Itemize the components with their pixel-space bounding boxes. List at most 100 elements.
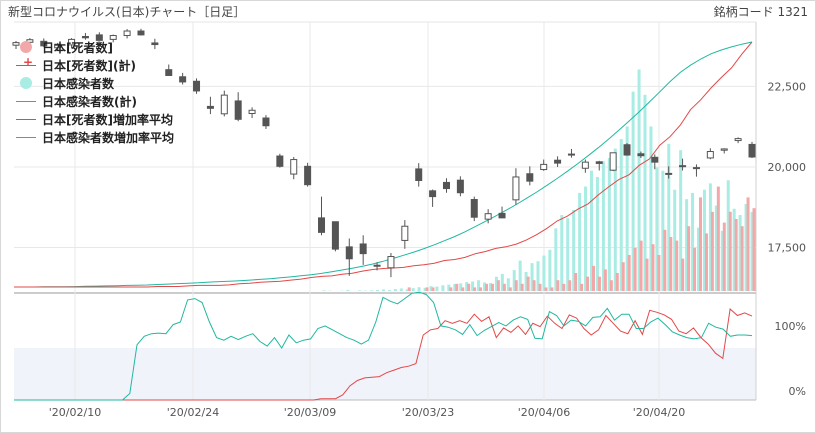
legend-line-icon [16, 131, 36, 143]
cases-bar [429, 286, 433, 291]
cases-bar [679, 150, 683, 291]
deaths-bar [746, 197, 750, 291]
candle-body [234, 100, 242, 120]
cases-bar [750, 211, 754, 291]
candlestick-series [12, 28, 756, 278]
cases-bar [483, 282, 486, 291]
candle-body [220, 94, 228, 115]
candle-body [359, 243, 367, 255]
y-tick-label: 17,500 [768, 242, 807, 255]
deaths-bar [508, 287, 512, 291]
candle-body [68, 38, 76, 46]
legend-line-icon [16, 113, 36, 125]
cases-bar [554, 228, 558, 291]
cases-bar [381, 289, 385, 291]
candle-body [567, 153, 575, 156]
cases-rate-line [14, 291, 753, 401]
deaths-bar [657, 255, 661, 291]
candle-body [123, 30, 131, 37]
cases-bar [702, 189, 706, 291]
deaths-bar [425, 287, 429, 291]
cases-bar [417, 287, 421, 291]
candle-body [456, 179, 464, 194]
deaths-bar [734, 219, 738, 291]
candle-body [692, 167, 700, 170]
candle-body [54, 43, 62, 49]
cases-bar [453, 284, 457, 291]
deaths-bar [627, 255, 631, 291]
chart-title: 新型コロナウイルス(日本)チャート［日足］ [8, 5, 246, 19]
candle-body [262, 117, 270, 127]
candle-body [748, 143, 756, 158]
candle-body [526, 173, 534, 182]
cases-bar [720, 230, 724, 291]
cases-bar [512, 270, 516, 291]
deaths-bar [431, 287, 435, 291]
deaths-bar [550, 287, 554, 291]
cases-bar [477, 280, 481, 291]
cases-bar [376, 290, 379, 291]
candle-body [442, 181, 450, 190]
legend-line-icon [16, 95, 36, 107]
candle-body [595, 161, 603, 164]
deaths-bar [544, 287, 548, 291]
growth-rate-lines [14, 291, 753, 401]
deaths-bar [461, 287, 465, 291]
cases-bar [661, 170, 665, 291]
cases-bar [465, 282, 469, 291]
deaths-bar [669, 237, 673, 291]
deaths-bar [520, 283, 524, 291]
legend-item-deaths[interactable]: 日本[死者数] [16, 38, 174, 56]
candle-body [651, 156, 659, 163]
cases-bar [685, 199, 689, 291]
cases-bar [358, 290, 362, 291]
deaths-bar [526, 276, 530, 291]
candle-body [179, 76, 187, 83]
cases-bar [691, 192, 695, 291]
cases-bar [393, 289, 397, 291]
deaths-bar [407, 287, 411, 291]
legend-item-cases-total[interactable]: 日本感染者数(計) [16, 92, 174, 110]
deaths-bar [639, 240, 643, 291]
deaths-bar [710, 211, 714, 291]
candle-body [137, 30, 145, 36]
candle-body [290, 159, 298, 175]
deaths-bar [609, 280, 613, 291]
deaths-bar [633, 247, 637, 291]
candle-body [498, 212, 506, 219]
legend-dot-icon [16, 77, 36, 89]
candle-body [581, 161, 589, 169]
deaths-bar [675, 240, 679, 291]
deaths-bar [699, 197, 702, 291]
deaths-bar [580, 283, 584, 291]
deaths-bar [693, 247, 697, 291]
candle-body [387, 256, 395, 269]
legend-label: 日本感染者数 [42, 76, 115, 91]
bar-series [322, 69, 756, 292]
cases-bar [572, 209, 576, 291]
candle-body [665, 172, 673, 175]
deaths-bar [687, 226, 691, 291]
candle-body [331, 221, 339, 250]
cases-bar [631, 91, 635, 291]
deaths-bar [568, 280, 572, 291]
deaths-bar [663, 229, 667, 291]
cases-bar [578, 192, 582, 291]
legend-item-deaths-total[interactable]: + 日本[死者数](計) [16, 56, 174, 74]
x-tick-label: '20/03/09 [284, 406, 336, 419]
cases-bar [322, 290, 326, 291]
cases-bar [411, 288, 415, 291]
cases-bar [399, 288, 403, 291]
cases-bar [649, 126, 653, 291]
candle-body [429, 190, 437, 198]
legend-item-cases[interactable]: 日本感染者数 [16, 74, 174, 92]
y-tick-label: 22,500 [768, 80, 807, 93]
candle-body [623, 144, 631, 156]
cases-bar [637, 69, 641, 292]
cases-bar [423, 287, 427, 291]
legend-item-deaths-rate[interactable]: 日本[死者数]増加率平均 [16, 110, 174, 128]
candle-body [679, 165, 687, 168]
legend-item-cases-rate[interactable]: 日本感染者数増加率平均 [16, 128, 174, 146]
legend-line-plus-icon: + [16, 56, 36, 71]
